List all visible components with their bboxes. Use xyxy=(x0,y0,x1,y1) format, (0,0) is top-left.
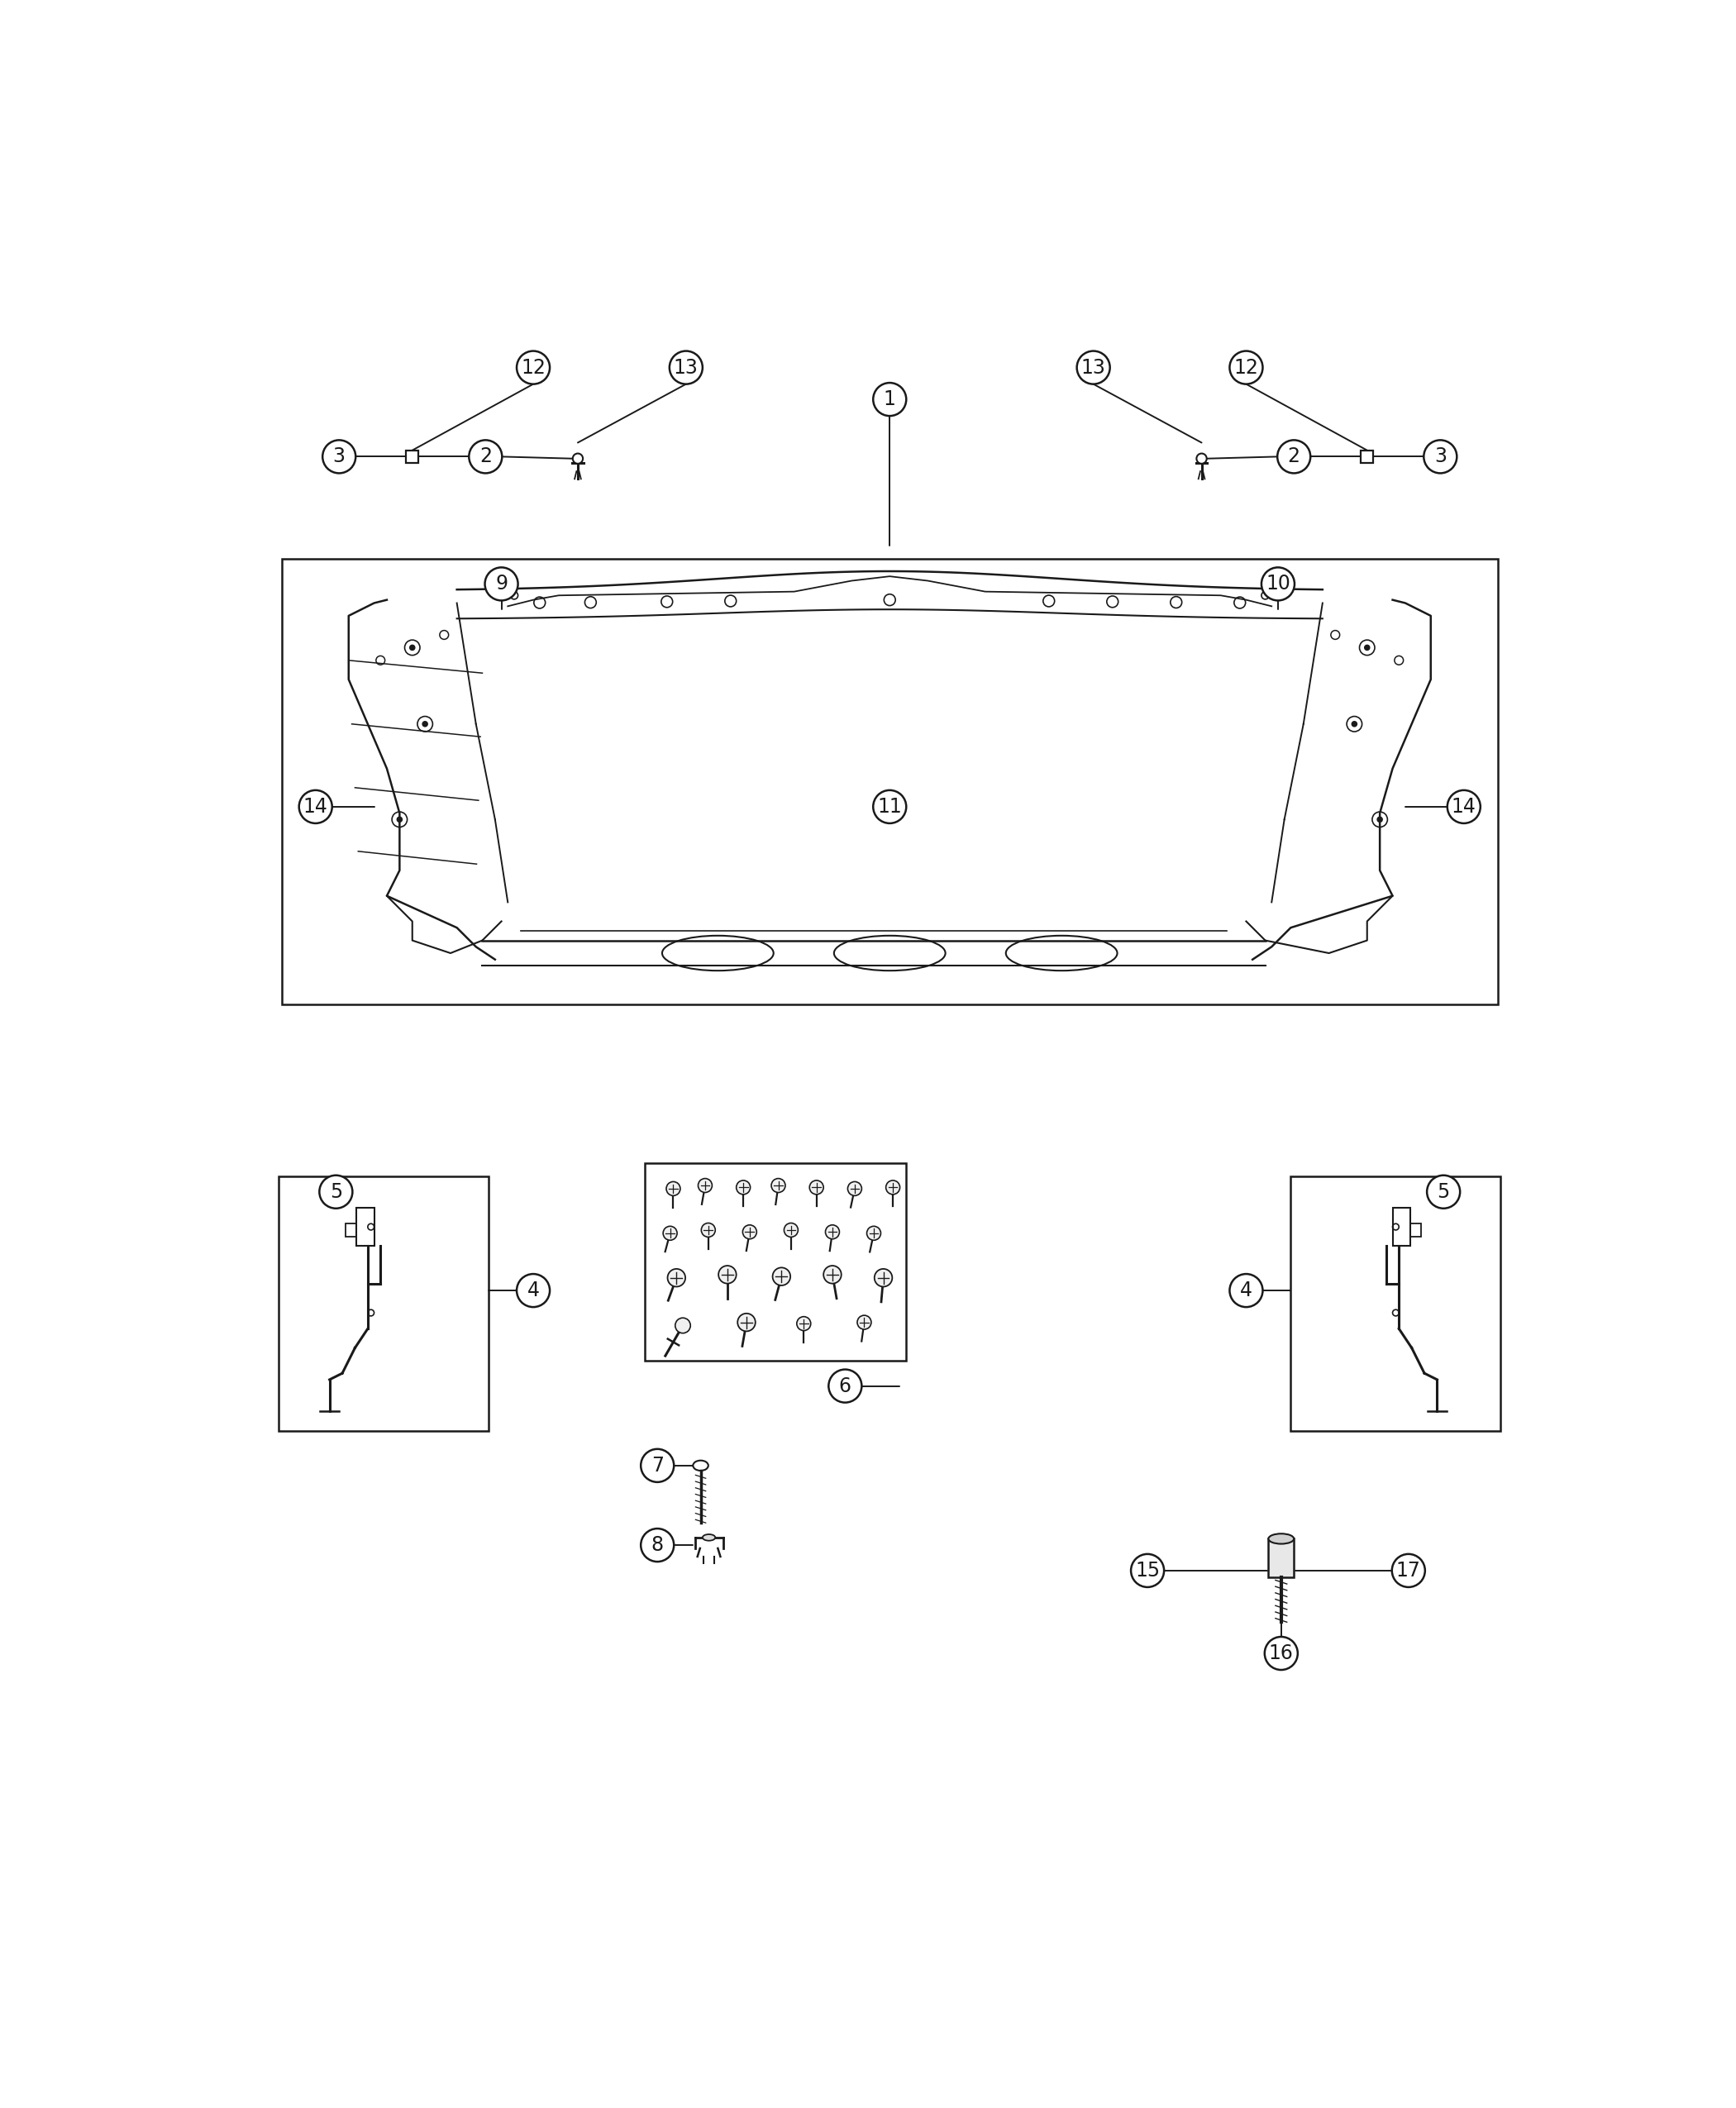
Circle shape xyxy=(422,721,427,727)
Circle shape xyxy=(823,1265,842,1284)
Circle shape xyxy=(573,453,583,464)
Circle shape xyxy=(1352,721,1358,727)
Text: 5: 5 xyxy=(1437,1183,1450,1202)
Circle shape xyxy=(299,790,332,824)
Text: 3: 3 xyxy=(1434,447,1446,466)
Circle shape xyxy=(663,1227,677,1240)
Circle shape xyxy=(701,1223,715,1237)
Circle shape xyxy=(1229,352,1262,384)
Circle shape xyxy=(398,818,403,822)
Circle shape xyxy=(771,1178,785,1193)
Bar xyxy=(1292,1176,1500,1431)
Circle shape xyxy=(847,1183,861,1195)
Text: 12: 12 xyxy=(521,358,545,377)
Circle shape xyxy=(641,1448,674,1482)
Text: 12: 12 xyxy=(1234,358,1259,377)
Text: 4: 4 xyxy=(1240,1280,1252,1301)
Circle shape xyxy=(797,1318,811,1330)
Circle shape xyxy=(1076,352,1109,384)
Text: 13: 13 xyxy=(674,358,698,377)
Bar xyxy=(644,1164,906,1360)
Circle shape xyxy=(698,1178,712,1193)
Bar xyxy=(281,559,1498,1003)
Circle shape xyxy=(517,1273,550,1307)
Bar xyxy=(345,1223,356,1237)
Circle shape xyxy=(517,352,550,384)
Circle shape xyxy=(1364,645,1370,649)
Circle shape xyxy=(773,1267,790,1286)
Text: 7: 7 xyxy=(651,1457,663,1476)
Circle shape xyxy=(323,441,356,472)
Circle shape xyxy=(1392,1554,1425,1587)
Text: 5: 5 xyxy=(330,1183,342,1202)
Text: 16: 16 xyxy=(1269,1644,1293,1663)
Circle shape xyxy=(743,1225,757,1240)
Circle shape xyxy=(319,1176,352,1208)
Text: 11: 11 xyxy=(877,797,903,816)
Circle shape xyxy=(719,1265,736,1284)
Text: 10: 10 xyxy=(1266,573,1290,594)
Circle shape xyxy=(1196,453,1207,464)
Circle shape xyxy=(858,1315,871,1330)
Circle shape xyxy=(736,1180,750,1195)
Circle shape xyxy=(825,1225,840,1240)
Ellipse shape xyxy=(703,1535,715,1541)
Circle shape xyxy=(875,1269,892,1286)
Bar xyxy=(1392,1208,1410,1246)
Ellipse shape xyxy=(693,1461,708,1471)
Bar xyxy=(1361,451,1373,464)
Circle shape xyxy=(873,384,906,415)
Circle shape xyxy=(469,441,502,472)
Text: 1: 1 xyxy=(884,390,896,409)
Bar xyxy=(356,1208,375,1246)
Circle shape xyxy=(866,1227,880,1240)
Text: 8: 8 xyxy=(651,1535,663,1556)
Text: 9: 9 xyxy=(495,573,507,594)
Ellipse shape xyxy=(1269,1535,1293,1543)
Circle shape xyxy=(668,1269,686,1286)
Bar xyxy=(1410,1223,1422,1237)
Circle shape xyxy=(484,567,517,601)
Circle shape xyxy=(675,1318,691,1332)
Circle shape xyxy=(1448,790,1481,824)
Circle shape xyxy=(1427,1176,1460,1208)
Text: 6: 6 xyxy=(838,1377,851,1395)
Circle shape xyxy=(641,1528,674,1562)
Circle shape xyxy=(809,1180,823,1195)
Circle shape xyxy=(1130,1554,1165,1587)
Circle shape xyxy=(1262,567,1295,601)
Circle shape xyxy=(1229,1273,1262,1307)
Circle shape xyxy=(1264,1636,1299,1670)
Circle shape xyxy=(1424,441,1457,472)
Circle shape xyxy=(785,1223,799,1237)
Text: 2: 2 xyxy=(1288,447,1300,466)
Circle shape xyxy=(738,1313,755,1332)
Text: 14: 14 xyxy=(1451,797,1476,816)
Circle shape xyxy=(667,1183,681,1195)
Circle shape xyxy=(670,352,703,384)
Circle shape xyxy=(1278,441,1311,472)
Circle shape xyxy=(1377,818,1382,822)
Text: 14: 14 xyxy=(304,797,328,816)
Text: 2: 2 xyxy=(479,447,491,466)
Circle shape xyxy=(828,1370,861,1402)
Text: 15: 15 xyxy=(1135,1560,1160,1581)
Text: 13: 13 xyxy=(1082,358,1106,377)
Circle shape xyxy=(873,790,906,824)
Circle shape xyxy=(885,1180,899,1195)
Bar xyxy=(278,1176,490,1431)
Bar xyxy=(1269,1539,1293,1577)
Text: 3: 3 xyxy=(333,447,345,466)
Text: 4: 4 xyxy=(528,1280,540,1301)
Circle shape xyxy=(410,645,415,649)
Bar xyxy=(406,451,418,464)
Text: 17: 17 xyxy=(1396,1560,1420,1581)
